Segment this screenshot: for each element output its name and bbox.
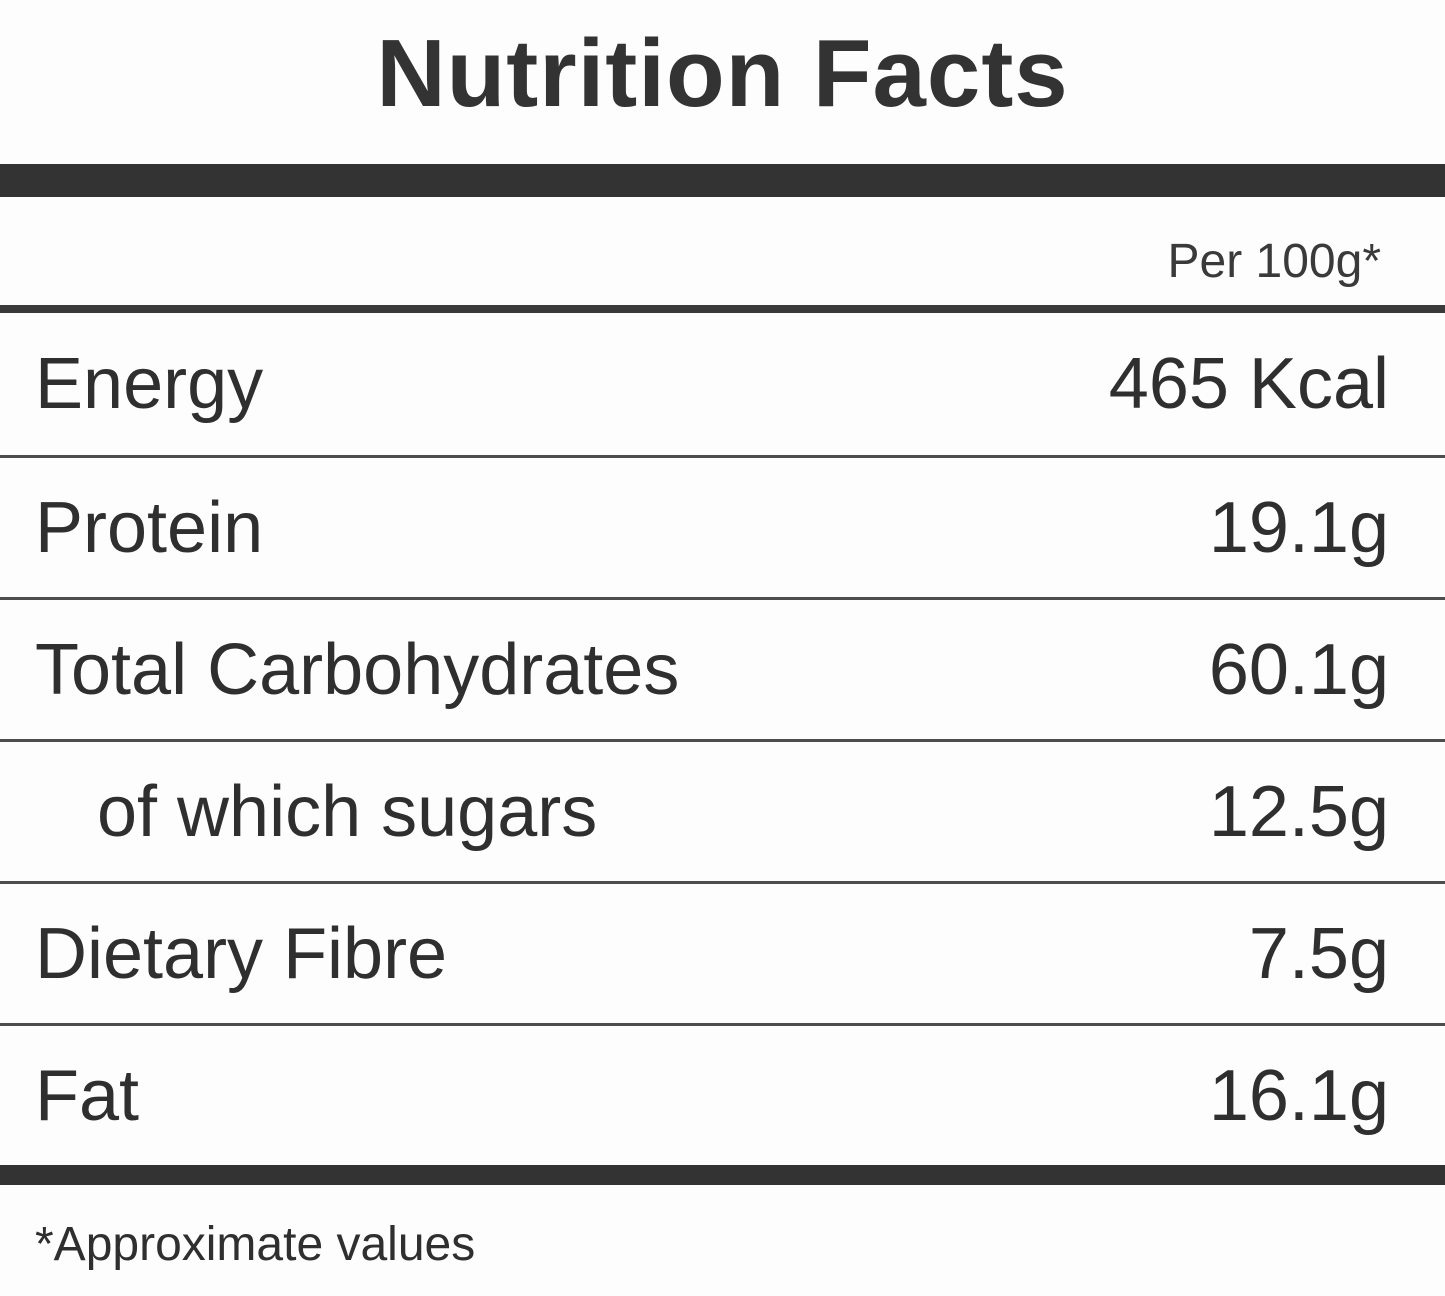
row-label: Protein [35, 487, 264, 568]
bottom-thick-divider [0, 1165, 1445, 1185]
row-label: Fat [35, 1055, 140, 1136]
column-header-per-100g: Per 100g* [1167, 235, 1382, 288]
nutrition-table: Energy 465 Kcal Protein 19.1g Total Carb… [0, 313, 1445, 1165]
table-header-row: Per 100g* [0, 197, 1445, 305]
row-value: 60.1g [1208, 629, 1389, 710]
row-label: Total Carbohydrates [35, 629, 680, 710]
approximate-values-footnote: *Approximate values [35, 1218, 476, 1271]
table-row-protein: Protein 19.1g [0, 455, 1445, 597]
header-divider [0, 305, 1445, 313]
row-label: Dietary Fibre [35, 913, 448, 994]
row-value: 7.5g [1248, 913, 1389, 994]
row-value: 19.1g [1208, 487, 1389, 568]
page-title: Nutrition Facts [376, 20, 1069, 127]
table-row-fat: Fat 16.1g [0, 1023, 1445, 1165]
row-value: 16.1g [1208, 1055, 1389, 1136]
table-row-dietary-fibre: Dietary Fibre 7.5g [0, 881, 1445, 1023]
row-label: of which sugars [97, 771, 598, 852]
row-value: 465 Kcal [1108, 344, 1389, 424]
top-thick-divider [0, 164, 1445, 197]
table-row-total-carbohydrates: Total Carbohydrates 60.1g [0, 597, 1445, 739]
table-row-energy: Energy 465 Kcal [0, 313, 1445, 455]
row-label: Energy [35, 344, 264, 424]
row-value: 12.5g [1208, 771, 1389, 852]
table-row-of-which-sugars: of which sugars 12.5g [0, 739, 1445, 881]
